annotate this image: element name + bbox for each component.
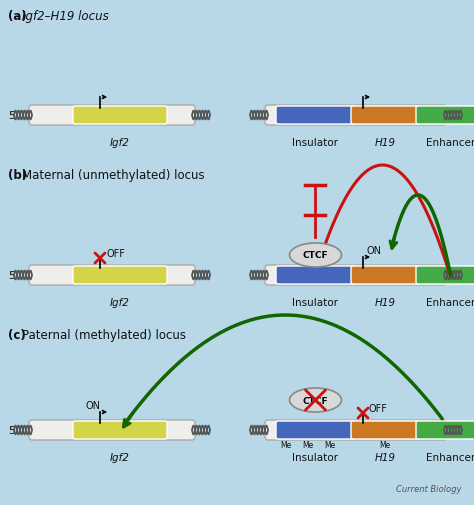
FancyBboxPatch shape (73, 107, 167, 125)
Text: Enhancer: Enhancer (426, 297, 474, 308)
Text: 3': 3' (448, 271, 458, 280)
Text: Me: Me (302, 440, 314, 449)
Text: Insulator: Insulator (292, 297, 338, 308)
FancyBboxPatch shape (416, 267, 474, 284)
Text: Current Biology: Current Biology (396, 484, 462, 493)
FancyBboxPatch shape (29, 266, 195, 285)
FancyBboxPatch shape (276, 421, 355, 439)
Text: Igf2: Igf2 (110, 138, 130, 147)
Text: 5': 5' (8, 425, 18, 435)
Ellipse shape (290, 243, 341, 268)
Text: (a): (a) (8, 10, 27, 22)
Text: 5': 5' (8, 271, 18, 280)
Text: Insulator: Insulator (292, 452, 338, 462)
Text: (c): (c) (8, 329, 26, 342)
Text: (b): (b) (8, 169, 27, 182)
Text: 3': 3' (448, 425, 458, 435)
Text: Igf2–H19 locus: Igf2–H19 locus (22, 10, 109, 22)
FancyBboxPatch shape (276, 107, 355, 125)
Text: 5': 5' (8, 111, 18, 121)
FancyBboxPatch shape (73, 267, 167, 284)
FancyBboxPatch shape (351, 267, 420, 284)
Text: OFF: OFF (369, 403, 388, 413)
Text: Paternal (methylated) locus: Paternal (methylated) locus (22, 329, 186, 342)
Text: H19: H19 (375, 297, 396, 308)
Text: 3': 3' (448, 111, 458, 121)
Text: Igf2: Igf2 (110, 452, 130, 462)
Text: ON: ON (85, 400, 100, 410)
FancyBboxPatch shape (416, 107, 474, 125)
Text: Enhancer: Enhancer (426, 138, 474, 147)
FancyBboxPatch shape (276, 267, 355, 284)
Text: Me: Me (281, 440, 292, 449)
FancyBboxPatch shape (351, 421, 420, 439)
FancyBboxPatch shape (416, 421, 474, 439)
Text: OFF: OFF (106, 248, 125, 259)
FancyBboxPatch shape (351, 107, 420, 125)
Text: Insulator: Insulator (292, 138, 338, 147)
Text: CTCF: CTCF (303, 396, 328, 405)
FancyBboxPatch shape (73, 421, 167, 439)
FancyBboxPatch shape (265, 420, 447, 440)
Text: Me: Me (379, 440, 391, 449)
Ellipse shape (290, 388, 341, 412)
Text: Maternal (unmethylated) locus: Maternal (unmethylated) locus (22, 169, 205, 182)
Text: H19: H19 (375, 138, 396, 147)
FancyBboxPatch shape (29, 106, 195, 126)
FancyBboxPatch shape (265, 106, 447, 126)
Text: CTCF: CTCF (303, 251, 328, 260)
Text: Enhancer: Enhancer (426, 452, 474, 462)
FancyBboxPatch shape (265, 266, 447, 285)
FancyBboxPatch shape (29, 420, 195, 440)
Text: ON: ON (367, 245, 382, 256)
Text: Me: Me (324, 440, 336, 449)
Text: Igf2: Igf2 (110, 297, 130, 308)
Text: H19: H19 (375, 452, 396, 462)
